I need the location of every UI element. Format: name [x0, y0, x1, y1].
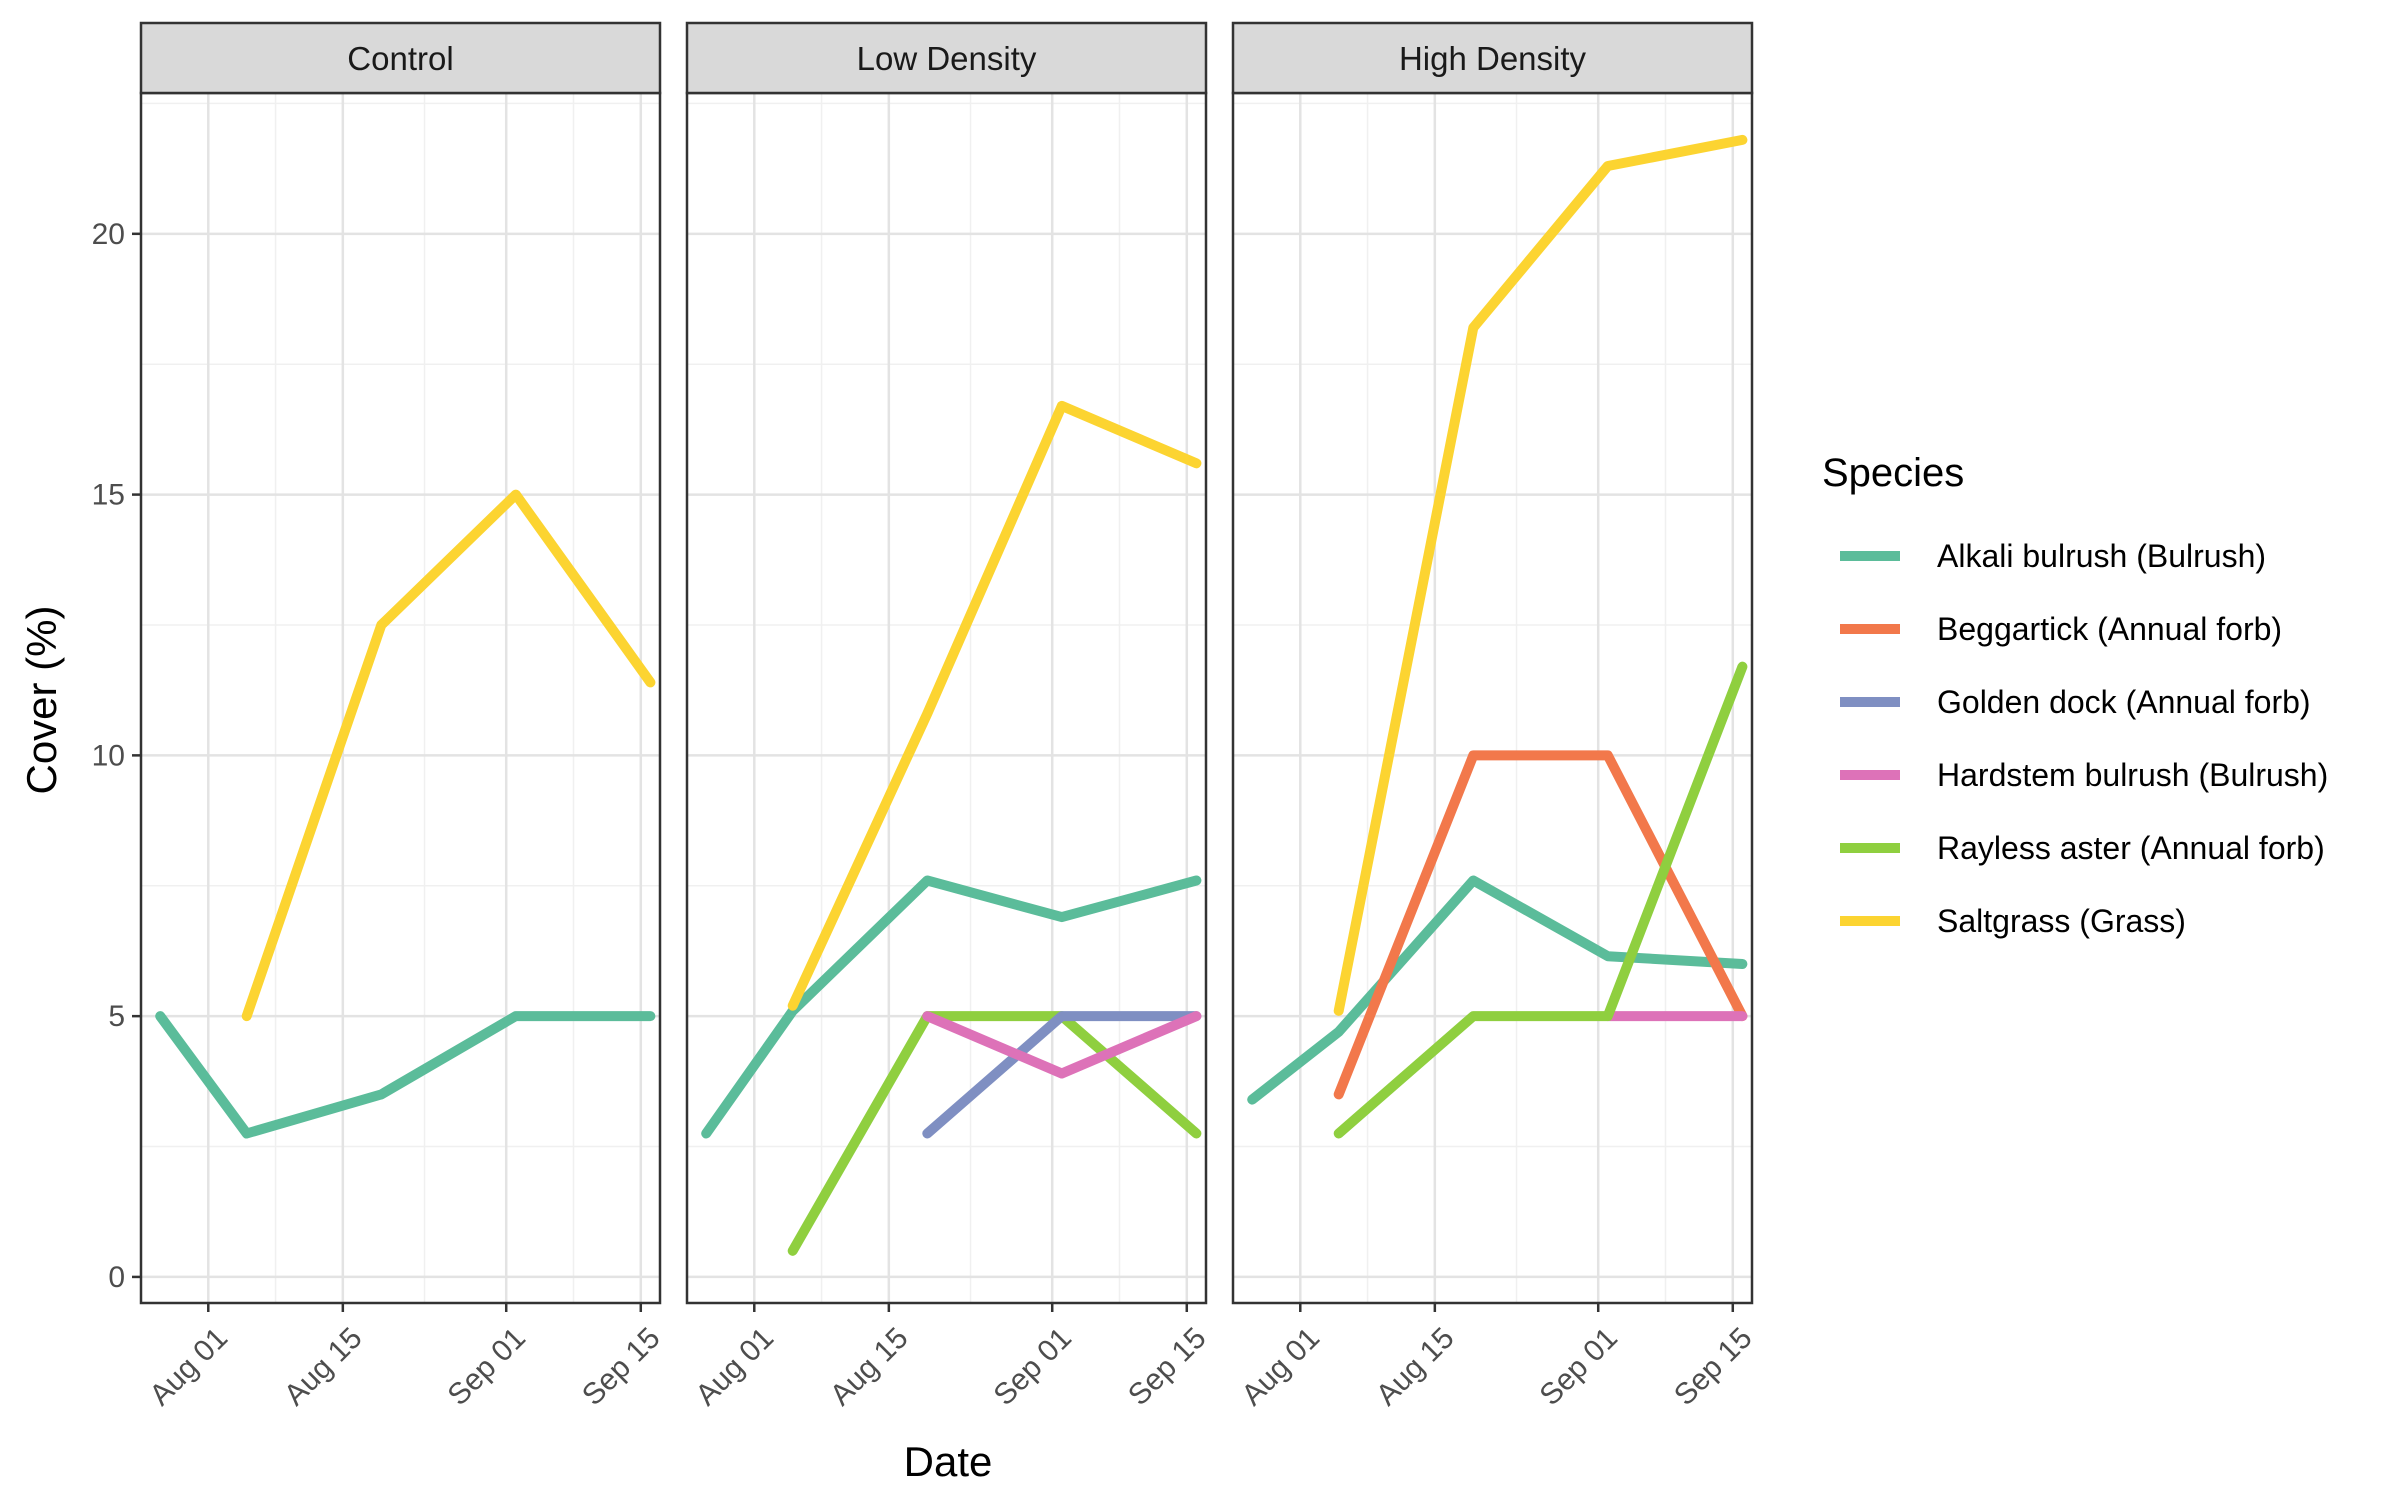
series-line-alkali-bulrush-bulrush: [155, 1011, 656, 1139]
x-tick-label: Aug 15: [278, 1321, 369, 1412]
y-tick-label: 10: [92, 739, 125, 772]
legend-entry-hardstem-bulrush-bulrush: Hardstem bulrush (Bulrush): [1840, 757, 2328, 793]
facet-strip-label: Low Density: [857, 40, 1037, 77]
panel-background: [1233, 93, 1752, 1303]
facet-strip-label: Control: [347, 40, 453, 77]
x-tick-label: Aug 15: [1370, 1321, 1461, 1412]
facet-strip-label: High Density: [1399, 40, 1587, 77]
series-line-beggartick-annual-forb: [1333, 750, 1748, 1100]
legend-key-point: [1866, 917, 1874, 925]
series-line-alkali-bulrush-bulrush: [1247, 875, 1748, 1105]
series-line-alkali-bulrush-bulrush: [701, 875, 1202, 1139]
facet-panel-1: Low Density Aug 01 Aug 15 Sep 01 Sep 15: [685, 21, 1213, 1412]
series-line-golden-dock-annual-forb: [922, 1011, 1202, 1139]
legend-label: Beggartick (Annual forb): [1937, 611, 2282, 647]
legend-key-point: [1866, 771, 1874, 779]
legend-title: Species: [1822, 451, 1964, 495]
series-line-saltgrass-grass: [1333, 134, 1748, 1016]
facet-strip: [139, 21, 662, 95]
legend-entry-alkali-bulrush-bulrush: Alkali bulrush (Bulrush): [1840, 538, 2266, 574]
x-tick-label: Sep 01: [987, 1321, 1078, 1412]
legend-label: Alkali bulrush (Bulrush): [1937, 538, 2266, 574]
series-line-hardstem-bulrush-bulrush: [922, 1011, 1202, 1079]
panel-background: [141, 93, 660, 1303]
legend-key-point: [1866, 552, 1874, 560]
x-tick-label: Aug 01: [144, 1321, 235, 1412]
legend-entry-beggartick-annual-forb: Beggartick (Annual forb): [1840, 611, 2282, 647]
legend-label: Hardstem bulrush (Bulrush): [1937, 757, 2328, 793]
series-line-saltgrass-grass: [787, 400, 1202, 1011]
y-tick-label: 15: [92, 479, 125, 512]
x-tick-label: Sep 15: [1668, 1321, 1759, 1412]
x-axis-title: Date: [904, 1438, 993, 1485]
legend-key-point: [1866, 698, 1874, 706]
legend-entry-saltgrass-grass: Saltgrass (Grass): [1840, 903, 2186, 939]
legend-entry-golden-dock-annual-forb: Golden dock (Annual forb): [1840, 684, 2311, 720]
y-tick-label: 0: [108, 1261, 125, 1294]
legend-label: Golden dock (Annual forb): [1937, 684, 2311, 720]
x-tick-label: Sep 15: [1122, 1321, 1213, 1412]
y-tick-label: 20: [92, 218, 125, 251]
facet-panel-0: Control Aug 01 Aug 15 Sep 01 Sep 15: [139, 21, 667, 1412]
legend-key-point: [1866, 844, 1874, 852]
y-axis-title: Cover (%): [18, 605, 65, 794]
facet-panel-2: High Density Aug 01 Aug 15 Sep 01 Sep 15: [1231, 21, 1759, 1412]
series-line-rayless-aster-annual-forb: [1333, 661, 1748, 1139]
series-line-rayless-aster-annual-forb: [787, 1011, 1202, 1256]
series-line-saltgrass-grass: [241, 489, 656, 1022]
x-tick-label: Aug 15: [824, 1321, 915, 1412]
facet-strip: [685, 21, 1208, 95]
legend-label: Rayless aster (Annual forb): [1937, 830, 2325, 866]
x-tick-label: Aug 01: [1236, 1321, 1327, 1412]
y-axis: 0 5 10 15 20: [92, 218, 141, 1294]
legend: Species Alkali bulrush (Bulrush) Beggarti…: [1822, 451, 2328, 939]
facet-strip: [1231, 21, 1754, 95]
y-tick-label: 5: [108, 1000, 125, 1033]
legend-key-point: [1866, 625, 1874, 633]
x-tick-label: Aug 01: [690, 1321, 781, 1412]
x-tick-label: Sep 15: [576, 1321, 667, 1412]
x-tick-label: Sep 01: [441, 1321, 532, 1412]
legend-label: Saltgrass (Grass): [1937, 903, 2186, 939]
x-tick-label: Sep 01: [1533, 1321, 1624, 1412]
legend-entry-rayless-aster-annual-forb: Rayless aster (Annual forb): [1840, 830, 2325, 866]
